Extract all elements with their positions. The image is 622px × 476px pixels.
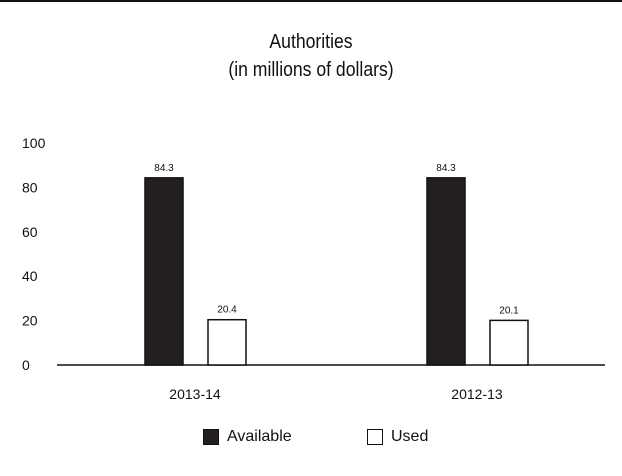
y-tick-label: 100: [22, 135, 46, 151]
legend-item-used: Used: [367, 428, 428, 446]
top-rule: [0, 0, 622, 2]
x-category-label: 2012-13: [451, 386, 503, 402]
y-tick-label: 40: [22, 268, 38, 284]
chart-title: Authorities: [269, 31, 353, 53]
legend-swatch-used: [367, 429, 383, 445]
bar-available: [144, 177, 184, 366]
x-category-label: 2013-14: [169, 386, 221, 402]
legend-swatch-available: [203, 429, 219, 445]
bar-used: [207, 318, 247, 366]
legend-label-available: Available: [227, 428, 292, 445]
data-label: 20.1: [499, 305, 519, 316]
bar-used: [489, 319, 529, 366]
chart-subtitle: (in millions of dollars): [228, 59, 394, 81]
y-tick-label: 80: [22, 179, 38, 195]
chart-title-block: Authorities (in millions of dollars): [0, 28, 622, 84]
y-tick-label: 20: [22, 313, 38, 329]
bar-available: [426, 177, 466, 366]
chart-plot: 0 20 40 60 80 100 84.3 20.4 2013-14 84.3 20.1 2012-…: [22, 135, 605, 402]
legend-label-used: Used: [391, 428, 429, 445]
legend-item-available: Available: [203, 428, 292, 446]
y-tick-label: 0: [22, 357, 30, 373]
data-label: 84.3: [436, 163, 456, 174]
data-label: 84.3: [154, 163, 174, 174]
chart-legend: Available Used: [0, 428, 622, 454]
y-tick-label: 60: [22, 224, 38, 240]
data-label: 20.4: [217, 305, 237, 316]
